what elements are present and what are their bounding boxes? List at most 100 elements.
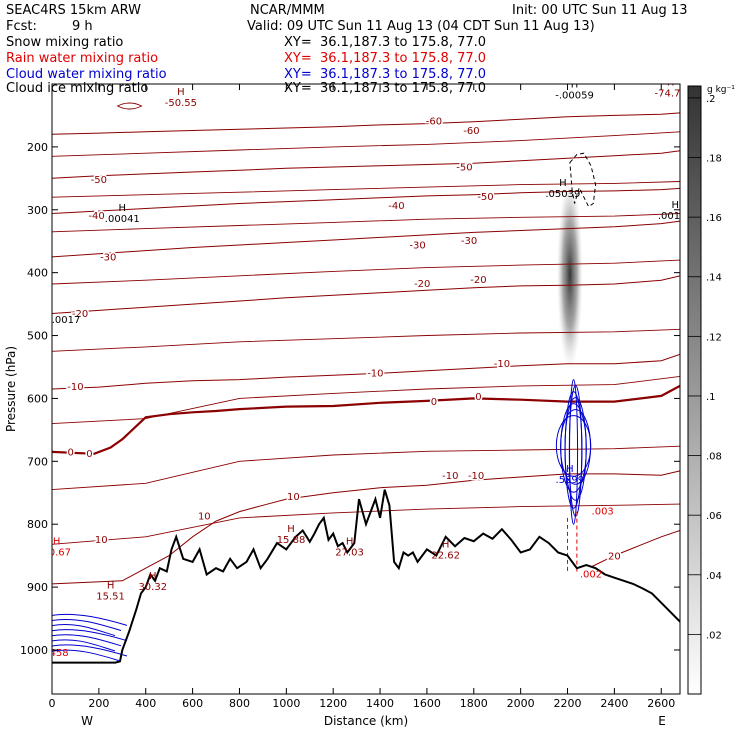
temperature-contour-label: -60 — [426, 117, 442, 128]
temperature-contour-label: -50 — [456, 163, 472, 174]
temperature-contour-label: -10 — [494, 359, 510, 370]
maximum-value-label: 22.62 — [431, 551, 460, 562]
temperature-contour-minor — [52, 131, 680, 157]
cloud-water-contour-left — [52, 624, 116, 637]
temperature-contour-label: -40 — [88, 211, 104, 222]
cloud-water-contour-left — [52, 618, 122, 631]
temperature-contour-10 — [52, 470, 680, 585]
maximum-marker: H — [571, 79, 579, 90]
maximum-value-label: .003 — [592, 507, 614, 518]
cloud-water-contour-left — [52, 629, 128, 642]
maximum-value-label: 20.67 — [42, 548, 71, 559]
temperature-contour-minor — [52, 328, 680, 352]
terrain-profile — [52, 489, 680, 664]
maximum-value-label: .05039 — [545, 189, 580, 200]
temperature-contour--40 — [52, 187, 680, 214]
x-tick-label: 1400 — [366, 697, 394, 710]
maximum-value-label: .00041 — [105, 214, 140, 225]
colorbar-tick-label: .12 — [706, 332, 722, 343]
maximum-marker: H — [559, 178, 567, 189]
y-tick-label: 800 — [27, 518, 48, 531]
y-tick-label: 400 — [27, 267, 48, 280]
model-name: SEAC4RS 15km ARW — [6, 3, 142, 18]
maximum-marker: H — [107, 581, 115, 592]
y-tick-label: 500 — [27, 330, 48, 343]
maximum-value-label: 15.51 — [96, 592, 125, 603]
temperature-contour-label: -40 — [388, 201, 404, 212]
maximum-marker: H — [667, 77, 675, 88]
y-tick-label: 700 — [27, 455, 48, 468]
temperature-contour-minor — [52, 375, 680, 425]
temperature-contour-label: -50 — [477, 192, 493, 203]
field-xy-rain: XY= 36.1,187.3 to 175.8, 77.0 — [284, 51, 487, 66]
temperature-contour--50 — [52, 150, 680, 179]
maximum-value-label: .0017 — [52, 315, 81, 326]
x-tick-label: 2600 — [647, 697, 675, 710]
temperature-contour-label: -20 — [414, 279, 430, 290]
colorbar-tick-label: .04 — [706, 571, 722, 582]
colorbar-tick-label: .06 — [706, 511, 722, 522]
x-tick-label: 600 — [182, 697, 203, 710]
temperature-contour-label: -10 — [442, 471, 458, 482]
temperature-contour-label: 0 — [475, 392, 481, 403]
x-tick-label: 1800 — [460, 697, 488, 710]
temperature-contour-minor — [52, 181, 680, 198]
x-tick-label: 2400 — [600, 697, 628, 710]
maximum-value-label: .5399 — [556, 475, 585, 486]
y-tick-label: 200 — [27, 141, 48, 154]
temperature-contour--10 — [52, 353, 680, 390]
maximum-marker: H — [177, 87, 185, 98]
maximum-marker: H — [119, 203, 127, 214]
temperature-contour-label: -10 — [67, 382, 83, 393]
temperature-contour-minor — [52, 445, 680, 491]
snow-mixing-ratio-shading — [556, 178, 583, 371]
temperature-contour--20 — [52, 275, 680, 314]
temperature-contour-label: 20 — [608, 551, 621, 562]
temperature-contour-label: -30 — [100, 253, 116, 264]
field-xy-cloud-ice: XY= 36.1,187.3 to 175.8, 77.0 — [284, 81, 487, 96]
x-tick-label: 0 — [49, 697, 56, 710]
temperature-contour-minor — [52, 503, 680, 545]
temperature-contour-label: 10 — [287, 492, 300, 503]
temperature-contour-label: -60 — [463, 126, 479, 137]
temperature-contour-label: 0 — [431, 397, 437, 408]
x-tick-label: 1600 — [413, 697, 441, 710]
colorbar-tick-label: .18 — [706, 154, 722, 165]
maximum-value-label: -.00059 — [555, 90, 594, 101]
cloud-water-contour — [555, 415, 592, 477]
y-tick-label: 300 — [27, 204, 48, 217]
cloud-water-contour-left — [52, 639, 116, 652]
maximum-value-label: -50.55 — [165, 98, 197, 109]
field-xy-cloud-water: XY= 36.1,187.3 to 175.8, 77.0 — [284, 67, 487, 82]
x-tick-label: 800 — [229, 697, 250, 710]
temperature-contour-label: -30 — [461, 236, 477, 247]
plot-frame — [51, 83, 681, 695]
cloud-ice-contour — [569, 152, 597, 208]
temperature-contour-label: -20 — [470, 275, 486, 286]
maximum-value-label: 30.32 — [138, 582, 167, 593]
x-tick-label: 200 — [88, 697, 109, 710]
forecast-label: Fcst: — [6, 19, 37, 34]
field-name-cloud-water: Cloud water mixing ratio — [6, 67, 167, 82]
temperature-contour-label: -50 — [91, 175, 107, 186]
maximum-marker: H — [53, 537, 61, 548]
maximum-marker: H — [442, 540, 450, 551]
colorbar-unit: g kg⁻¹ — [707, 85, 735, 95]
colorbar-tick-label: .2 — [706, 94, 716, 105]
field-name-rain: Rain water mixing ratio — [6, 51, 159, 66]
temperature-contour-0 — [52, 384, 680, 455]
maximum-value-label: 27.03 — [335, 548, 364, 559]
maximum-value-label: 458 — [49, 648, 68, 659]
forecast-hour: 9 h — [72, 19, 93, 34]
x-tick-label: 400 — [135, 697, 156, 710]
temperature-contour-label: -20 — [72, 309, 88, 320]
colorbar-tick-label: .02 — [706, 630, 722, 641]
init-time: Init: 00 UTC Sun 11 Aug 13 — [512, 3, 688, 18]
colorbar-tick-label: .14 — [706, 273, 722, 284]
temperature-contour--30 — [52, 220, 680, 258]
temperature-contour-minor — [52, 259, 680, 285]
cloud-water-contour-left — [52, 649, 122, 662]
maximum-value-label: .00128 — [658, 211, 693, 222]
temperature-contour-label: 10 — [198, 512, 211, 523]
